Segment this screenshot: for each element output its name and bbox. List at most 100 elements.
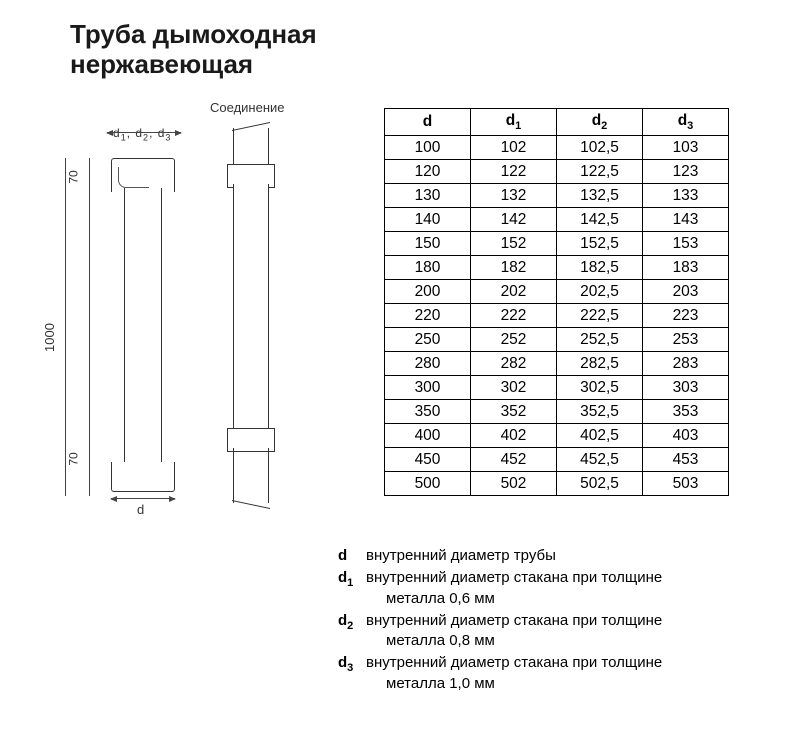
table-cell: 153 bbox=[643, 232, 729, 256]
table-cell: 103 bbox=[643, 136, 729, 160]
table-cell: 302,5 bbox=[557, 376, 643, 400]
table-cell: 102,5 bbox=[557, 136, 643, 160]
table-cell: 352,5 bbox=[557, 400, 643, 424]
table-cell: 140 bbox=[385, 208, 471, 232]
table-cell: 142 bbox=[471, 208, 557, 232]
table-cell: 282 bbox=[471, 352, 557, 376]
table-cell: 350 bbox=[385, 400, 471, 424]
table-cell: 150 bbox=[385, 232, 471, 256]
table-row: 140142142,5143 bbox=[385, 208, 729, 232]
pipe2-torn-top bbox=[233, 128, 269, 168]
table-header-cell: d3 bbox=[643, 109, 729, 136]
pipe-flare-top bbox=[111, 158, 175, 192]
pipe2-body bbox=[233, 184, 269, 434]
table-header-cell: d bbox=[385, 109, 471, 136]
table-cell: 503 bbox=[643, 472, 729, 496]
table-cell: 142,5 bbox=[557, 208, 643, 232]
table-cell: 132 bbox=[471, 184, 557, 208]
table-body: 100102102,5103120122122,5123130132132,51… bbox=[385, 136, 729, 496]
technical-diagram: Соединение d1, d2, d3 1000 70 70 d bbox=[55, 100, 335, 530]
table-cell: 182,5 bbox=[557, 256, 643, 280]
table-row: 300302302,5303 bbox=[385, 376, 729, 400]
table-cell: 220 bbox=[385, 304, 471, 328]
table-cell: 452,5 bbox=[557, 448, 643, 472]
dim-line-top bbox=[107, 132, 181, 133]
table-header: dd1d2d3 bbox=[385, 109, 729, 136]
table-header-cell: d2 bbox=[557, 109, 643, 136]
dim-line-bottom bbox=[111, 498, 175, 499]
pipe-main-drawing bbox=[110, 140, 176, 495]
table-row: 280282282,5283 bbox=[385, 352, 729, 376]
table-cell: 402,5 bbox=[557, 424, 643, 448]
legend-text: внутренний диаметр стакана при толщинеме… bbox=[366, 568, 768, 609]
table-row: 130132132,5133 bbox=[385, 184, 729, 208]
table-cell: 133 bbox=[643, 184, 729, 208]
table-cell: 303 bbox=[643, 376, 729, 400]
legend-symbol: d2 bbox=[338, 611, 366, 634]
page-title: Труба дымоходная нержавеющая bbox=[70, 20, 317, 80]
table-cell: 452 bbox=[471, 448, 557, 472]
legend-row: d1внутренний диаметр стакана при толщине… bbox=[338, 568, 768, 609]
table-row: 220222222,5223 bbox=[385, 304, 729, 328]
table-cell: 400 bbox=[385, 424, 471, 448]
legend: dвнутренний диаметр трубыd1внутренний ди… bbox=[338, 546, 768, 696]
table-row: 350352352,5353 bbox=[385, 400, 729, 424]
legend-symbol: d3 bbox=[338, 653, 366, 676]
table-cell: 402 bbox=[471, 424, 557, 448]
connection-label: Соединение bbox=[210, 100, 285, 115]
table-cell: 152,5 bbox=[557, 232, 643, 256]
table-row: 450452452,5453 bbox=[385, 448, 729, 472]
table-cell: 203 bbox=[643, 280, 729, 304]
table-cell: 102 bbox=[471, 136, 557, 160]
table-row: 200202202,5203 bbox=[385, 280, 729, 304]
table-cell: 300 bbox=[385, 376, 471, 400]
table-cell: 222,5 bbox=[557, 304, 643, 328]
table-cell: 180 bbox=[385, 256, 471, 280]
table-cell: 200 bbox=[385, 280, 471, 304]
dimension-d-bottom: d bbox=[137, 502, 144, 517]
table-cell: 353 bbox=[643, 400, 729, 424]
table-cell: 302 bbox=[471, 376, 557, 400]
table-cell: 250 bbox=[385, 328, 471, 352]
table-cell: 252 bbox=[471, 328, 557, 352]
legend-symbol: d bbox=[338, 546, 366, 566]
dimensions-table: dd1d2d3 100102102,5103120122122,51231301… bbox=[384, 108, 729, 496]
table-cell: 100 bbox=[385, 136, 471, 160]
pipe2-torn-bottom bbox=[233, 448, 269, 503]
table-cell: 352 bbox=[471, 400, 557, 424]
table-header-cell: d1 bbox=[471, 109, 557, 136]
title-line-2: нержавеющая bbox=[70, 49, 253, 79]
title-line-1: Труба дымоходная bbox=[70, 19, 317, 49]
legend-row: d2внутренний диаметр стакана при толщине… bbox=[338, 611, 768, 652]
table-row: 100102102,5103 bbox=[385, 136, 729, 160]
table-cell: 502,5 bbox=[557, 472, 643, 496]
table-cell: 502 bbox=[471, 472, 557, 496]
table-cell: 122 bbox=[471, 160, 557, 184]
table-cell: 500 bbox=[385, 472, 471, 496]
pipe-body bbox=[124, 188, 162, 466]
table-cell: 182 bbox=[471, 256, 557, 280]
table-cell: 132,5 bbox=[557, 184, 643, 208]
table-cell: 223 bbox=[643, 304, 729, 328]
table-cell: 202 bbox=[471, 280, 557, 304]
table-cell: 450 bbox=[385, 448, 471, 472]
legend-symbol: d1 bbox=[338, 568, 366, 591]
table-cell: 253 bbox=[643, 328, 729, 352]
legend-text: внутренний диаметр стакана при толщинеме… bbox=[366, 653, 768, 694]
table-cell: 283 bbox=[643, 352, 729, 376]
table-cell: 453 bbox=[643, 448, 729, 472]
legend-text: внутренний диаметр стакана при толщинеме… bbox=[366, 611, 768, 652]
pipe-connection-drawing bbox=[227, 128, 275, 508]
table-row: 400402402,5403 bbox=[385, 424, 729, 448]
table-row: 120122122,5123 bbox=[385, 160, 729, 184]
table-row: 250252252,5253 bbox=[385, 328, 729, 352]
legend-row: d3внутренний диаметр стакана при толщине… bbox=[338, 653, 768, 694]
table-cell: 252,5 bbox=[557, 328, 643, 352]
table-row: 150152152,5153 bbox=[385, 232, 729, 256]
table-cell: 280 bbox=[385, 352, 471, 376]
table-cell: 202,5 bbox=[557, 280, 643, 304]
legend-row: dвнутренний диаметр трубы bbox=[338, 546, 768, 566]
pipe-flare-bottom bbox=[111, 462, 175, 492]
table-cell: 183 bbox=[643, 256, 729, 280]
table-cell: 152 bbox=[471, 232, 557, 256]
